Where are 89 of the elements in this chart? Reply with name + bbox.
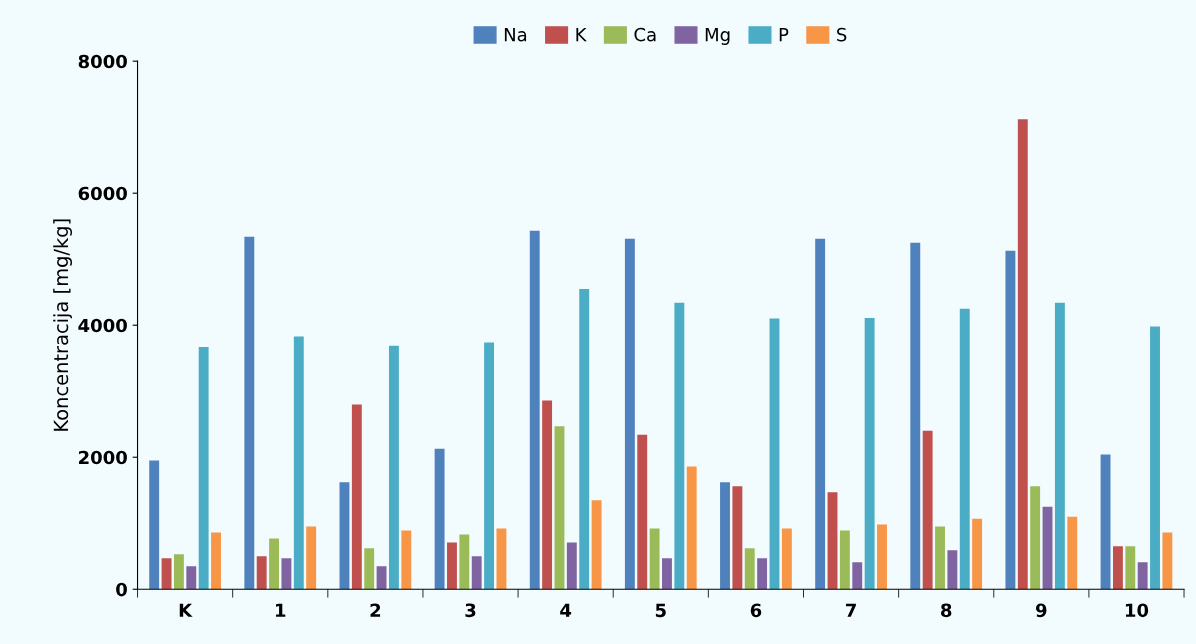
x-tick-label: 8	[941, 603, 952, 618]
bar	[1125, 546, 1136, 590]
bar	[293, 336, 304, 590]
y-tick-label: 2000	[78, 450, 127, 465]
bar	[198, 347, 209, 590]
y-tick-label: 0	[116, 582, 127, 597]
y-tick-label: 6000	[78, 186, 127, 201]
bar	[686, 466, 697, 590]
x-tick-label: 9	[1035, 603, 1047, 618]
bar	[554, 426, 565, 590]
bar	[339, 482, 350, 590]
bar	[471, 556, 482, 590]
x-tick-label: 7	[845, 603, 856, 617]
bar	[591, 500, 602, 590]
y-tick-label: 4000	[78, 318, 127, 333]
bar	[281, 558, 292, 590]
bar	[637, 434, 648, 590]
bar	[781, 528, 792, 590]
bar	[744, 548, 755, 590]
bar	[649, 528, 660, 590]
bar	[910, 242, 921, 590]
bar	[624, 238, 635, 590]
bar	[579, 288, 590, 590]
bar	[256, 556, 267, 590]
legend-label: P	[779, 28, 789, 42]
bar	[566, 542, 577, 590]
bar	[401, 530, 412, 590]
bar	[306, 526, 317, 590]
bar	[376, 566, 387, 590]
bar	[935, 526, 945, 590]
bar	[720, 482, 730, 590]
bar	[1067, 516, 1078, 590]
bar	[269, 538, 280, 590]
bar	[864, 317, 875, 590]
bar	[769, 318, 780, 590]
bar	[173, 554, 184, 590]
x-tick-label: 5	[655, 603, 666, 618]
bar	[447, 542, 457, 590]
bar	[161, 558, 172, 590]
bar	[149, 460, 160, 590]
bar	[1112, 546, 1123, 590]
bar	[459, 534, 470, 590]
bar	[388, 345, 399, 590]
bar	[852, 562, 863, 590]
bar	[1005, 250, 1016, 590]
bar	[364, 548, 375, 590]
bar	[757, 558, 768, 590]
bar	[674, 302, 685, 590]
bar	[1150, 326, 1160, 590]
bar	[1042, 506, 1053, 590]
bar	[1030, 486, 1041, 590]
legend-label: Ca	[634, 27, 656, 42]
bar	[815, 238, 826, 590]
y-axis-title: Koncentracija [mg/kg]	[53, 219, 73, 431]
bar	[959, 308, 970, 590]
bar	[972, 518, 983, 590]
bar	[1137, 562, 1148, 590]
bar	[662, 558, 672, 590]
bar	[1100, 454, 1111, 590]
y-tick-label: 8000	[78, 54, 127, 69]
x-tick-label: 1	[276, 603, 286, 617]
x-tick-label: 4	[560, 603, 572, 617]
legend-label: S	[837, 27, 847, 42]
bar	[434, 448, 445, 590]
x-tick-label: 10	[1125, 603, 1149, 618]
bar	[839, 530, 850, 590]
bar	[244, 236, 255, 590]
bar	[877, 524, 887, 590]
x-tick-label: K	[179, 603, 193, 617]
bar	[496, 528, 507, 590]
bar	[211, 532, 221, 590]
x-tick-label: 6	[750, 603, 762, 618]
legend-label: K	[576, 28, 587, 42]
bar	[1017, 119, 1028, 590]
bar	[827, 492, 838, 590]
legend-label: Mg	[705, 28, 730, 45]
bar	[529, 230, 540, 590]
bar	[922, 430, 933, 590]
bar	[732, 486, 743, 590]
x-tick-label: 3	[465, 603, 476, 618]
bar	[542, 400, 553, 590]
bar	[351, 404, 362, 590]
bar	[1162, 532, 1173, 590]
bar	[947, 550, 958, 590]
legend-label: Na	[504, 28, 527, 42]
bar	[1054, 302, 1065, 590]
bar	[484, 342, 495, 590]
x-tick-label: 2	[370, 603, 381, 617]
bar	[186, 566, 197, 590]
